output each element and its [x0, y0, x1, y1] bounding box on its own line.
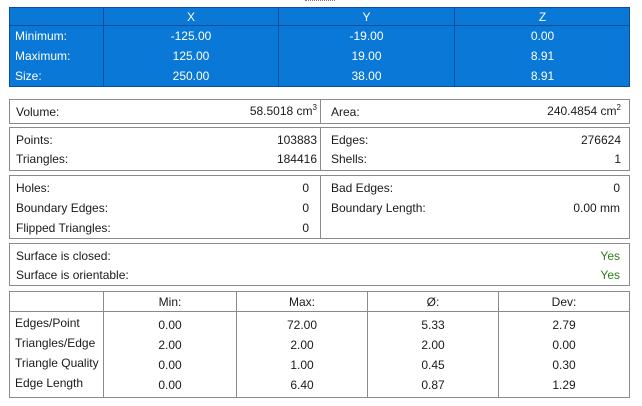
minimum-z: 0.00 — [530, 29, 555, 43]
defects-panel: Holes: 0 Boundary Edges: 0 Flipped Trian… — [9, 175, 630, 239]
boundary-length-value: 0.00 mm — [573, 201, 620, 215]
header-dev: Dev: — [551, 295, 577, 309]
header-z: Z — [538, 10, 547, 24]
drag-handle[interactable] — [305, 0, 335, 3]
volume-label: Volume: — [16, 105, 60, 119]
header-max: Max: — [288, 295, 315, 309]
boundary-edges-value: 0 — [302, 201, 309, 215]
statistics-table: Min: Max: Ø: Dev: Edges/Point 0.00 72.00… — [9, 291, 630, 398]
holes-value: 0 — [302, 181, 309, 195]
maximum-label: Maximum: — [15, 49, 71, 63]
edges-point-min: 0.00 — [158, 318, 182, 332]
bounds-table: X Y Z Minimum: -125.00 -19.00 0.00 Maxim… — [9, 7, 630, 87]
triangle-quality-min: 0.00 — [158, 358, 182, 372]
boundary-length-label: Boundary Length: — [331, 201, 426, 215]
edges-point-dev: 2.79 — [552, 318, 576, 332]
triangles-edge-dev: 0.00 — [552, 338, 576, 352]
edge-length-dev: 1.29 — [552, 378, 576, 392]
triangles-edge-max: 2.00 — [290, 338, 314, 352]
surface-closed-label: Surface is closed: — [16, 249, 111, 263]
volume-area-panel: Volume: 58.5018 cm3 Area: 240.4854 cm2 — [9, 99, 630, 124]
edge-length-max: 6.40 — [290, 378, 314, 392]
size-y: 38.00 — [351, 69, 382, 83]
surface-panel: Surface is closed: Yes Surface is orient… — [9, 243, 630, 286]
flipped-triangles-value: 0 — [302, 221, 309, 235]
boundary-edges-label: Boundary Edges: — [16, 201, 109, 215]
triangles-edge-avg: 2.00 — [421, 338, 445, 352]
triangle-quality-dev: 0.30 — [552, 358, 576, 372]
shells-label: Shells: — [331, 152, 368, 166]
edge-length-min: 0.00 — [158, 378, 182, 392]
minimum-x: -125.00 — [170, 29, 212, 43]
surface-orientable-label: Surface is orientable: — [16, 268, 129, 282]
row-label-edge-length: Edge Length — [15, 376, 84, 390]
bad-edges-value: 0 — [613, 181, 620, 195]
counts-panel: Points: 103883 Triangles: 184416 Edges: … — [9, 127, 630, 171]
header-x: X — [186, 10, 195, 24]
minimum-label: Minimum: — [15, 29, 68, 43]
triangles-value: 184416 — [276, 152, 317, 166]
header-y: Y — [362, 10, 371, 24]
triangles-edge-min: 2.00 — [158, 338, 182, 352]
triangles-label: Triangles: — [16, 152, 69, 166]
minimum-y: -19.00 — [349, 29, 384, 43]
triangle-quality-max: 1.00 — [290, 358, 314, 372]
row-label-triangle-quality: Triangle Quality — [15, 356, 99, 370]
shells-value: 1 — [614, 152, 621, 166]
edges-label: Edges: — [331, 133, 369, 147]
area-label: Area: — [331, 105, 360, 119]
points-value: 103883 — [276, 133, 317, 147]
header-min: Min: — [158, 295, 182, 309]
size-x: 250.00 — [172, 69, 210, 83]
surface-orientable-value: Yes — [600, 268, 620, 282]
maximum-y: 19.00 — [351, 49, 382, 63]
area-value: 240.4854 cm2 — [547, 103, 621, 119]
size-label: Size: — [15, 69, 42, 83]
holes-label: Holes: — [16, 181, 51, 195]
bad-edges-label: Bad Edges: — [331, 181, 394, 195]
volume-value: 58.5018 cm3 — [249, 103, 317, 119]
points-label: Points: — [16, 133, 53, 147]
edge-length-avg: 0.87 — [421, 378, 445, 392]
maximum-z: 8.91 — [530, 49, 555, 63]
triangle-quality-avg: 0.45 — [421, 358, 445, 372]
surface-closed-value: Yes — [600, 249, 620, 263]
size-z: 8.91 — [530, 69, 555, 83]
header-avg: Ø: — [426, 295, 440, 309]
row-label-triangles-edge: Triangles/Edge — [15, 336, 96, 350]
edges-value: 276624 — [580, 133, 621, 147]
edges-point-max: 72.00 — [286, 318, 318, 332]
row-label-edges-point: Edges/Point — [15, 316, 80, 330]
edges-point-avg: 5.33 — [421, 318, 445, 332]
flipped-triangles-label: Flipped Triangles: — [16, 221, 111, 235]
maximum-x: 125.00 — [172, 49, 210, 63]
